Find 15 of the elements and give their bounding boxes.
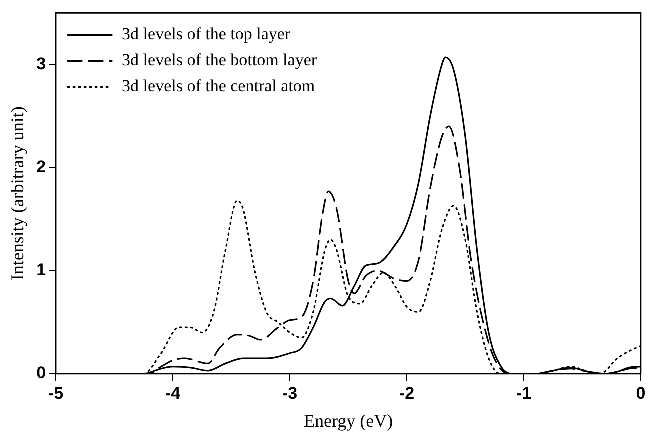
legend-label: 3d levels of the top layer <box>122 24 291 44</box>
x-tick-label: -1 <box>516 384 532 403</box>
y-tick-label: 1 <box>36 260 46 280</box>
x-tick-label: -3 <box>282 384 298 403</box>
y-tick-label: 2 <box>36 158 46 177</box>
x-tick-label: -5 <box>48 384 64 403</box>
legend-label: 3d levels of the bottom layer <box>122 50 318 70</box>
y-axis-title: Intensity (arbitrary unit) <box>8 106 28 281</box>
y-tick-label: 0 <box>36 364 46 383</box>
x-tick-label: -2 <box>399 384 415 403</box>
x-tick-label: 0 <box>636 384 646 403</box>
y-tick-label: 3 <box>36 54 46 74</box>
legend-label: 3d levels of the central atom <box>122 76 316 96</box>
x-tick-label: -4 <box>165 384 182 403</box>
x-axis-title: Energy (eV) <box>304 410 394 431</box>
